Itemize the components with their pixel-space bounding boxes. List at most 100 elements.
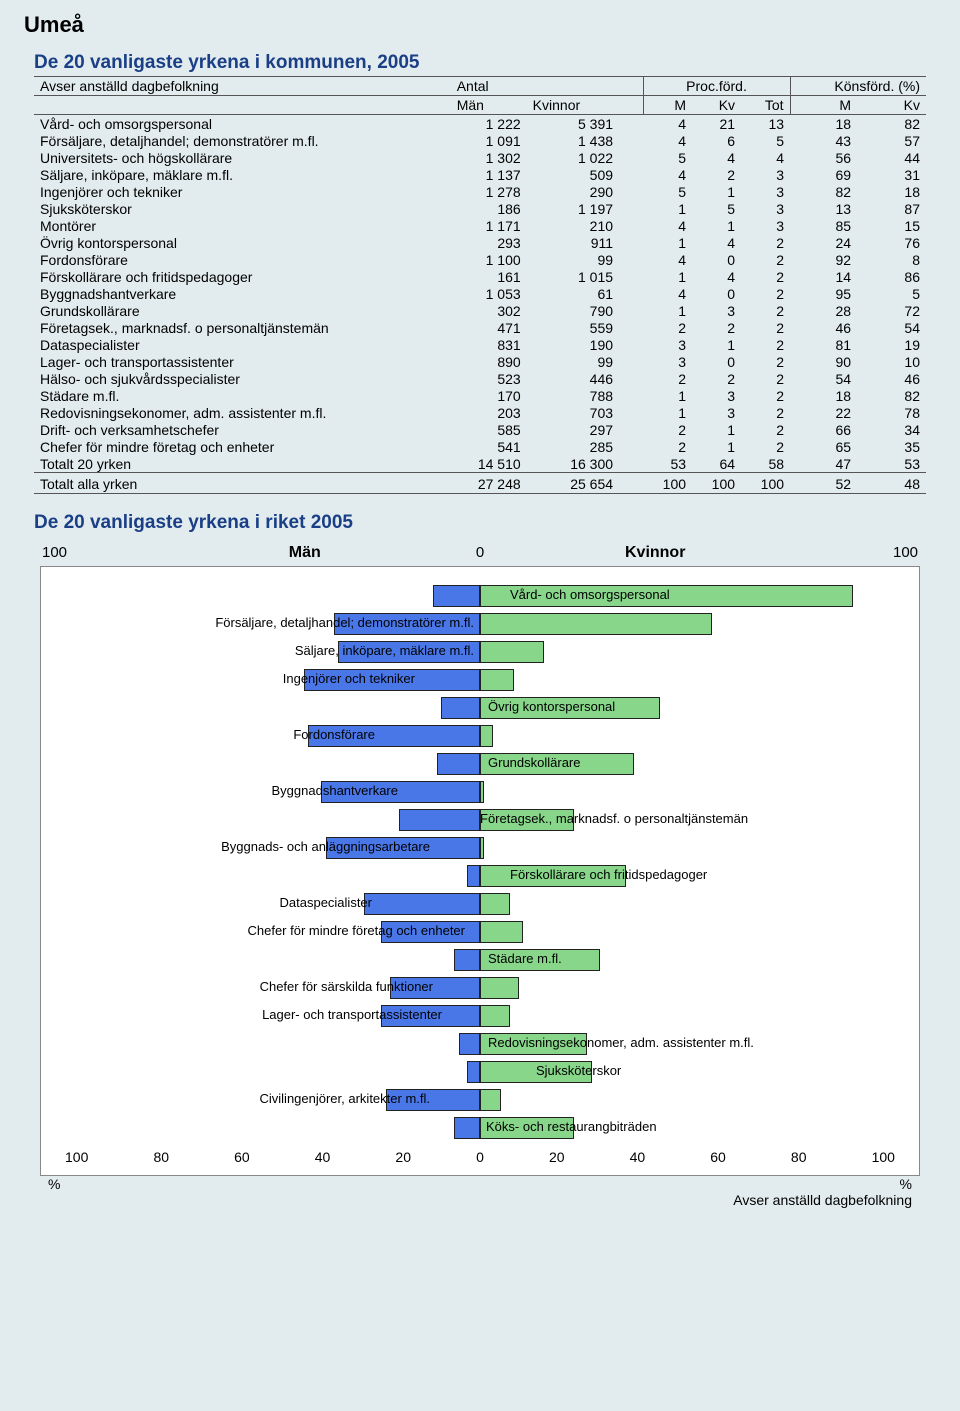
xtick: 80 [153, 1149, 169, 1165]
chart-bar-row: Grundskollärare [51, 751, 909, 777]
hdr-antal: Antal [451, 77, 643, 96]
table-row: Universitets- och högskollärare1 3021 02… [34, 149, 926, 166]
chart-bar-row: Övrig kontorspersonal [51, 695, 909, 721]
bar-label: Byggnads- och anläggningsarbetare [221, 839, 430, 854]
bar-label: Köks- och restaurangbiträden [486, 1119, 657, 1134]
bar-label: Civilingenjörer, arkitekter m.fl. [260, 1091, 431, 1106]
table-row: Montörer1 1712104138515 [34, 217, 926, 234]
bar-label: Fordonsförare [293, 727, 375, 742]
chart-bar-row: Säljare, inköpare, mäklare m.fl. [51, 639, 909, 665]
bar-label: Lager- och transportassistenter [262, 1007, 442, 1022]
table-row: Förskollärare och fritidspedagoger1611 0… [34, 268, 926, 285]
table-row: Redovisningsekonomer, adm. assistenter m… [34, 404, 926, 421]
bar-label: Redovisningsekonomer, adm. assistenter m… [488, 1035, 754, 1050]
table-row: Chefer för mindre företag och enheter541… [34, 438, 926, 455]
table-row: Dataspecialister8311903128119 [34, 336, 926, 353]
table-panel: De 20 vanligaste yrkena i kommunen, 2005… [24, 44, 936, 1214]
axis-0: 0 [392, 544, 567, 562]
chart-axis-top: 100 Män 0 Kvinnor 100 [42, 544, 918, 562]
table-row: Städare m.fl.1707881321882 [34, 387, 926, 404]
hdr-kv2: Kv [857, 96, 926, 115]
chart-bar-row: Chefer för särskilda funktioner [51, 975, 909, 1001]
table-row: Grundskollärare3027901322872 [34, 302, 926, 319]
hdr-man: Män [451, 96, 527, 115]
table-row: Byggnadshantverkare1 05361402955 [34, 285, 926, 302]
table-row: Sjuksköterskor1861 1971531387 [34, 200, 926, 217]
table-row: Vård- och omsorgspersonal1 2225 39142113… [34, 115, 926, 133]
axis-men: Män [217, 544, 392, 562]
chart-bar-row: Ingenjörer och tekniker [51, 667, 909, 693]
chart-axis-bottom: 100 80 60 40 20 0 20 40 60 80 100 [65, 1149, 895, 1165]
hdr-m2: M [790, 96, 857, 115]
city-title: Umeå [24, 12, 936, 38]
table-row: Lager- och transportassistenter890993029… [34, 353, 926, 370]
chart-title: De 20 vanligaste yrkena i riket 2005 [34, 512, 926, 534]
bar-label: Ingenjörer och tekniker [283, 671, 415, 686]
table-title: De 20 vanligaste yrkena i kommunen, 2005 [34, 52, 926, 74]
hdr-m: M [643, 96, 692, 115]
chart-bar-row: Lager- och transportassistenter [51, 1003, 909, 1029]
scb-label: SCB 2007 [0, 1156, 2, 1215]
bar-label: Förskollärare och fritidspedagoger [510, 867, 707, 882]
bar-label: Chefer för mindre företag och enheter [247, 923, 465, 938]
hdr-tot: Tot [741, 96, 790, 115]
bar-label: Företagsek., marknadsf. o personaltjänst… [480, 811, 748, 826]
chart-bar-row: Sjuksköterskor [51, 1059, 909, 1085]
bar-label: Säljare, inköpare, mäklare m.fl. [295, 643, 474, 658]
table-row: Företagsek., marknadsf. o personaltjänst… [34, 319, 926, 336]
hdr-kvinnor: Kvinnor [527, 96, 643, 115]
table-row: Totalt alla yrken27 24825 65410010010052… [34, 473, 926, 494]
xtick: 20 [549, 1149, 565, 1165]
chart-bar-row: Dataspecialister [51, 891, 909, 917]
chart-bar-row: Civilingenjörer, arkitekter m.fl. [51, 1087, 909, 1113]
occupation-table: Avser anställd dagbefolkning Antal Proc.… [34, 76, 926, 494]
chart-frame: Vård- och omsorgspersonal Försäljare, det… [40, 566, 920, 1176]
xtick: 80 [791, 1149, 807, 1165]
hdr-kons: Könsförd. (%) [790, 77, 926, 96]
axis-100l: 100 [42, 544, 217, 562]
chart-bar-row: Byggnads- och anläggningsarbetare [51, 835, 909, 861]
chart-bar-row: Vård- och omsorgspersonal [51, 583, 909, 609]
table-row: Övrig kontorspersonal2939111422476 [34, 234, 926, 251]
bar-label: Sjuksköterskor [536, 1063, 621, 1078]
bar-label: Grundskollärare [488, 755, 581, 770]
chart-bar-row: Byggnadshantverkare [51, 779, 909, 805]
xtick: 0 [476, 1149, 484, 1165]
xtick: 20 [395, 1149, 411, 1165]
foot-text: Avser anställd dagbefolkning [733, 1192, 912, 1208]
chart-bar-row: Förskollärare och fritidspedagoger [51, 863, 909, 889]
foot-pct-l: % [48, 1176, 60, 1208]
bar-label: Städare m.fl. [488, 951, 562, 966]
chart-bar-row: Städare m.fl. [51, 947, 909, 973]
hdr-proc: Proc.förd. [643, 77, 790, 96]
table-row: Ingenjörer och tekniker1 2782905138218 [34, 183, 926, 200]
chart-bar-row: Försäljare, detaljhandel; demonstratörer… [51, 611, 909, 637]
bar-label: Byggnadshantverkare [272, 783, 398, 798]
axis-women: Kvinnor [568, 544, 743, 562]
table-row: Fordonsförare1 10099402928 [34, 251, 926, 268]
xtick: 100 [872, 1149, 895, 1165]
xtick: 60 [234, 1149, 250, 1165]
table-row: Hälso- och sjukvårdsspecialister52344622… [34, 370, 926, 387]
table-row: Försäljare, detaljhandel; demonstratörer… [34, 132, 926, 149]
chart-bar-row: Fordonsförare [51, 723, 909, 749]
chart-bar-row: Köks- och restaurangbiträden [51, 1115, 909, 1141]
axis-100r: 100 [743, 544, 918, 562]
table-row: Drift- och verksamhetschefer585297212663… [34, 421, 926, 438]
bar-label: Chefer för särskilda funktioner [260, 979, 433, 994]
xtick: 40 [315, 1149, 331, 1165]
bar-label: Försäljare, detaljhandel; demonstratörer… [215, 615, 474, 630]
xtick: 100 [65, 1149, 88, 1165]
table-row: Totalt 20 yrken14 51016 3005364584753 [34, 455, 926, 473]
xtick: 60 [710, 1149, 726, 1165]
hdr-kv: Kv [692, 96, 741, 115]
foot-pct-r: % [900, 1176, 912, 1192]
xtick: 40 [630, 1149, 646, 1165]
table-row: Säljare, inköpare, mäklare m.fl.1 137509… [34, 166, 926, 183]
chart-bar-row: Chefer för mindre företag och enheter [51, 919, 909, 945]
chart-bar-row: Redovisningsekonomer, adm. assistenter m… [51, 1031, 909, 1057]
bar-label: Övrig kontorspersonal [488, 699, 615, 714]
bar-label: Dataspecialister [280, 895, 373, 910]
chart-bar-row: Företagsek., marknadsf. o personaltjänst… [51, 807, 909, 833]
bar-label: Vård- och omsorgspersonal [510, 587, 670, 602]
